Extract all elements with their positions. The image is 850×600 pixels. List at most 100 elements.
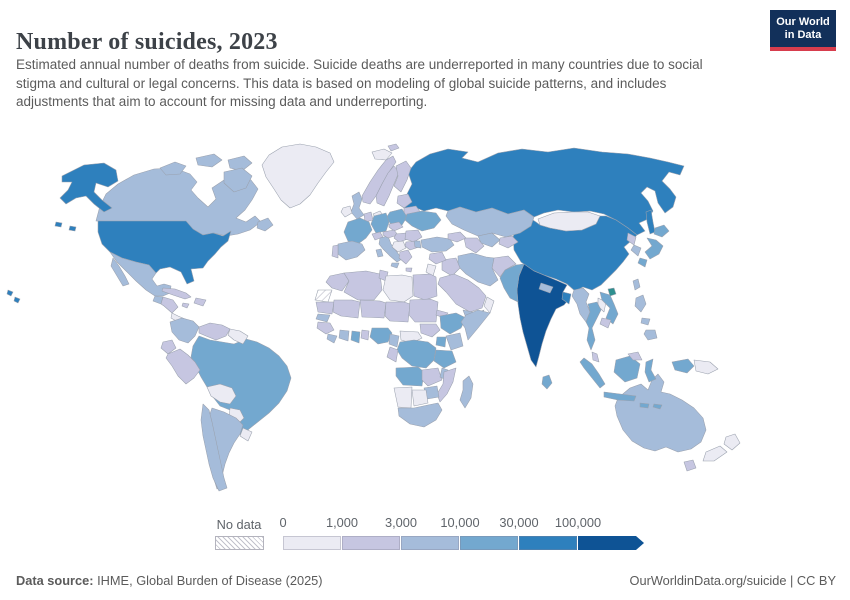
country-romania[interactable] <box>404 229 423 243</box>
country-crete[interactable] <box>405 267 413 273</box>
country-nepal[interactable] <box>538 282 554 294</box>
country-philippines-visayas[interactable] <box>640 317 651 326</box>
country-kazakhstan[interactable] <box>445 206 535 238</box>
country-venezuela[interactable] <box>198 322 231 341</box>
country-canada-arctic-island[interactable] <box>223 167 253 193</box>
country-czechia[interactable] <box>388 221 404 232</box>
country-senegal[interactable] <box>315 313 331 323</box>
country-taiwan[interactable] <box>632 278 641 291</box>
country-sakhalin[interactable] <box>645 209 656 235</box>
country-colombia[interactable] <box>169 317 200 344</box>
country-alaska[interactable] <box>59 162 119 213</box>
country-malaysia-north-borneo[interactable] <box>627 351 643 361</box>
legend-bin-1[interactable] <box>342 536 400 550</box>
country-hungary[interactable] <box>393 232 409 243</box>
country-spain[interactable] <box>337 240 366 261</box>
country-uganda[interactable] <box>435 336 447 348</box>
country-ireland[interactable] <box>340 205 353 218</box>
country-caucasus[interactable] <box>447 231 467 243</box>
country-sierra-leone-liberia[interactable] <box>326 333 338 344</box>
country-turkey-west[interactable] <box>413 240 422 249</box>
country-finland[interactable] <box>393 160 412 193</box>
country-svalbard[interactable] <box>387 143 400 152</box>
country-greenland[interactable] <box>261 143 335 209</box>
country-sardinia[interactable] <box>375 248 384 258</box>
country-guyanas[interactable] <box>227 328 249 345</box>
country-vietnam[interactable] <box>599 291 619 325</box>
country-japan-hokkaido[interactable] <box>653 224 670 238</box>
country-lesser-sunda[interactable] <box>639 402 650 409</box>
legend-bin-4[interactable] <box>519 536 577 550</box>
country-mozambique[interactable] <box>436 367 457 403</box>
country-balkans[interactable] <box>391 240 407 253</box>
country-mauritania[interactable] <box>315 301 335 315</box>
country-guinea-region[interactable] <box>316 321 335 335</box>
country-zambia[interactable] <box>421 367 443 387</box>
legend-bin-0[interactable] <box>283 536 341 550</box>
country-south-korea[interactable] <box>630 244 642 257</box>
country-bangladesh[interactable] <box>561 291 572 305</box>
country-sri-lanka[interactable] <box>541 374 553 390</box>
no-data-swatch[interactable] <box>215 536 264 550</box>
country-sweden[interactable] <box>375 165 400 207</box>
country-hawaii[interactable] <box>13 296 21 304</box>
country-dr-congo[interactable] <box>396 339 437 369</box>
country-austria[interactable] <box>382 229 399 239</box>
country-india[interactable] <box>516 263 571 368</box>
country-libya[interactable] <box>382 274 414 303</box>
country-sudan[interactable] <box>408 298 439 323</box>
country-lesser-sunda[interactable] <box>652 403 663 410</box>
country-portugal[interactable] <box>331 244 339 259</box>
country-myanmar[interactable] <box>571 287 591 323</box>
country-japan-kyushu[interactable] <box>637 257 648 268</box>
country-south-africa[interactable] <box>397 402 443 428</box>
country-brazil[interactable] <box>190 335 292 437</box>
legend-bin-2[interactable] <box>401 536 459 550</box>
country-syria[interactable] <box>428 251 447 265</box>
country-namibia[interactable] <box>393 386 413 409</box>
country-japan-honshu[interactable] <box>644 237 664 260</box>
country-sumatra[interactable] <box>579 357 606 389</box>
country-norway[interactable] <box>361 155 397 205</box>
country-hispaniola[interactable] <box>193 297 207 307</box>
country-philippines-luzon[interactable] <box>634 294 647 313</box>
country-uruguay[interactable] <box>239 427 253 442</box>
country-bolivia[interactable] <box>206 383 237 405</box>
legend-bin-5[interactable] <box>578 536 644 550</box>
legend-bin-3[interactable] <box>460 536 518 550</box>
country-thailand[interactable] <box>585 301 602 351</box>
country-ukraine[interactable] <box>404 210 442 232</box>
country-aleutian-islands[interactable] <box>68 225 77 232</box>
country-cameroon[interactable] <box>388 333 400 348</box>
country-mali[interactable] <box>332 299 361 319</box>
country-togo-benin[interactable] <box>360 329 370 341</box>
country-ghana[interactable] <box>350 330 361 344</box>
country-chile[interactable] <box>200 403 228 492</box>
country-angola[interactable] <box>395 366 425 387</box>
country-iran[interactable] <box>457 252 499 287</box>
country-south-sudan[interactable] <box>419 323 441 338</box>
country-sicily[interactable] <box>390 262 400 269</box>
country-somalia[interactable] <box>460 309 491 341</box>
country-mexico-baja[interactable] <box>110 257 130 287</box>
country-saudi-arabia[interactable] <box>437 273 487 313</box>
country-madagascar[interactable] <box>459 375 474 409</box>
country-australia[interactable] <box>614 373 707 453</box>
country-kyrgyzstan-tajikistan[interactable] <box>498 235 519 249</box>
country-iceland[interactable] <box>371 148 393 161</box>
country-western-sahara[interactable] <box>314 289 333 303</box>
country-greece[interactable] <box>398 249 413 265</box>
country-baltics[interactable] <box>396 193 413 209</box>
country-honduras-nicaragua[interactable] <box>160 296 179 314</box>
country-kenya[interactable] <box>445 332 464 351</box>
country-niger[interactable] <box>359 299 387 319</box>
country-new-zealand-south[interactable] <box>702 445 728 462</box>
country-turkey[interactable] <box>420 236 455 253</box>
country-italy[interactable] <box>378 235 403 263</box>
country-ethiopia[interactable] <box>439 312 467 335</box>
country-germany[interactable] <box>370 212 390 234</box>
country-west-papua[interactable] <box>671 358 695 374</box>
country-hawaii[interactable] <box>6 289 14 297</box>
country-java[interactable] <box>603 391 637 402</box>
country-canada-arctic-island[interactable] <box>159 161 187 176</box>
